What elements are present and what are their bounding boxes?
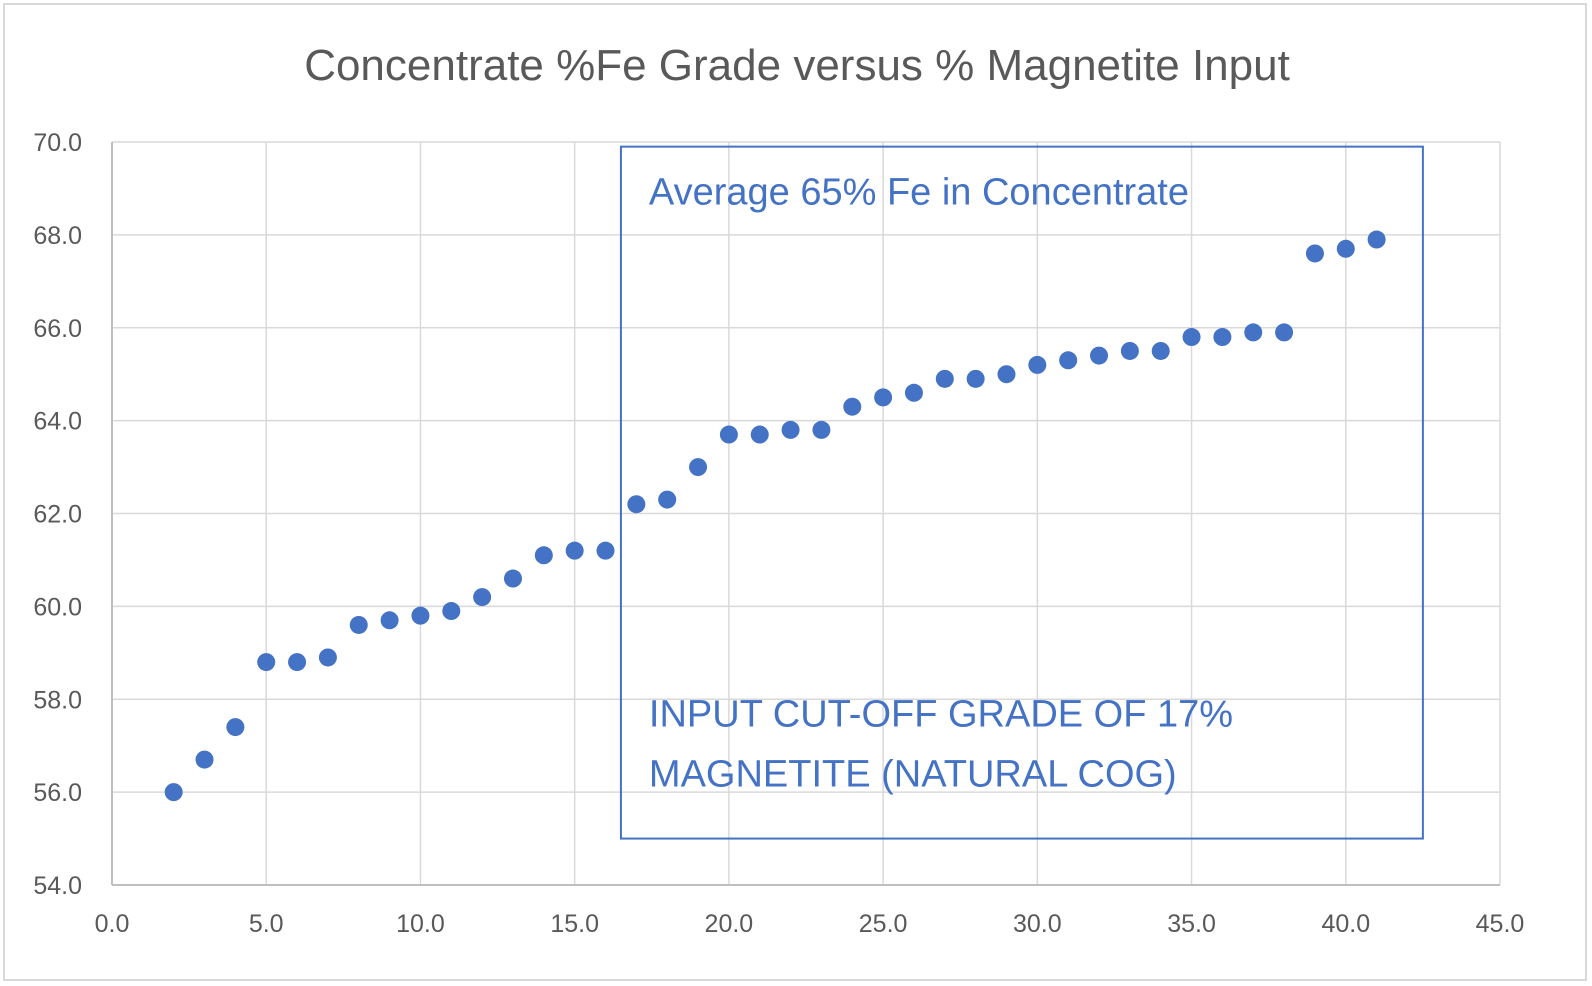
annotation-cutoff-text-line2: MAGNETITE (NATURAL COG) [649,754,1177,796]
data-point [442,602,461,621]
annotation-average-text: Average 65% Fe in Concentrate [649,172,1189,214]
data-point [318,648,337,667]
data-point [411,606,430,625]
data-point [1336,239,1355,258]
x-tick-label: 15.0 [550,910,599,938]
data-point [1151,341,1170,360]
data-point [1275,323,1294,342]
x-tick-label: 35.0 [1167,910,1216,938]
data-point [1244,323,1263,342]
data-point [1213,328,1232,347]
annotation-box-group: Average 65% Fe in Concentrate INPUT CUT-… [619,145,1424,840]
x-tick-label: 30.0 [1013,910,1062,938]
data-point [349,615,368,634]
y-tick-label: 68.0 [33,222,82,250]
data-point [534,546,553,565]
y-tick-label: 58.0 [33,686,82,714]
gridlines [112,141,1501,885]
data-point [997,365,1016,384]
y-tick-label: 70.0 [33,129,82,157]
data-point [689,458,708,477]
chart-frame [3,3,1587,981]
data-point [1028,355,1047,374]
data-point [164,783,183,802]
data-point [935,369,954,388]
data-point [874,388,893,407]
x-tick-label: 25.0 [859,910,908,938]
data-point [226,718,245,737]
data-point [565,541,584,560]
data-point [904,383,923,402]
data-point [1090,346,1109,365]
x-tick-label: 40.0 [1321,910,1370,938]
x-tick-label: 5.0 [249,910,284,938]
x-tick-label: 10.0 [396,910,445,938]
chart-title: Concentrate %Fe Grade versus % Magnetite… [304,41,1290,90]
y-tick-label: 64.0 [33,408,82,436]
data-point [812,420,831,439]
data-point [1120,341,1139,360]
data-point [719,425,738,444]
data-point [473,588,492,607]
x-tick-label: 45.0 [1476,910,1525,938]
data-point [195,750,214,769]
x-tick-label: 20.0 [705,910,754,938]
y-tick-label: 62.0 [33,501,82,529]
x-tick-label: 0.0 [95,910,130,938]
y-tick-label: 60.0 [33,593,82,621]
y-tick-label: 66.0 [33,315,82,343]
data-point [503,569,522,588]
data-point [1305,244,1324,263]
data-point [257,653,276,672]
data-point [380,611,399,630]
y-tick-label: 56.0 [33,779,82,807]
annotation-cutoff-text-line1: INPUT CUT-OFF GRADE OF 17% [649,694,1233,736]
tick-labels: 0.0 5.0 10.0 15.0 20.0 25.0 30.0 35.0 40.0 45.0 54… [33,129,1524,938]
data-points [164,230,1386,802]
axes [111,142,1500,886]
data-point [1182,328,1201,347]
data-point [750,425,769,444]
data-point [288,653,307,672]
y-tick-label: 54.0 [33,872,82,900]
data-point [627,495,646,514]
data-point [966,369,985,388]
data-point [1059,351,1078,370]
data-point [781,420,800,439]
annotation-box [619,145,1424,840]
data-point [658,490,677,509]
data-point [843,397,862,416]
data-point [596,541,615,560]
data-point [1367,230,1386,249]
